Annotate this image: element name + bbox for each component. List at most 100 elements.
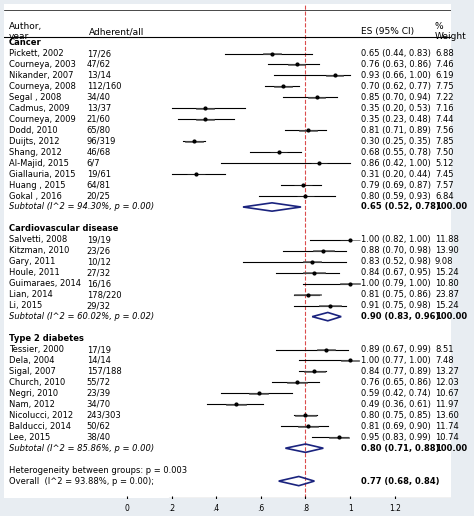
Text: 7.46: 7.46 [435, 60, 454, 69]
Text: Courneya, 2008: Courneya, 2008 [9, 82, 75, 91]
Text: 0.77 (0.68, 0.84): 0.77 (0.68, 0.84) [361, 477, 440, 486]
Text: Dodd, 2010: Dodd, 2010 [9, 126, 57, 135]
Text: 0.80 (0.71, 0.88): 0.80 (0.71, 0.88) [361, 444, 440, 453]
Text: 0.90 (0.83, 0.96): 0.90 (0.83, 0.96) [361, 312, 440, 321]
Text: 0.86 (0.42, 1.00): 0.86 (0.42, 1.00) [361, 158, 431, 168]
FancyBboxPatch shape [317, 349, 335, 350]
Text: Tessier, 2000: Tessier, 2000 [9, 345, 64, 354]
Text: 19/19: 19/19 [87, 235, 110, 245]
FancyBboxPatch shape [311, 163, 327, 164]
Text: 19/61: 19/61 [87, 170, 111, 179]
Text: 17/19: 17/19 [87, 345, 111, 354]
Text: Cadmus, 2009: Cadmus, 2009 [9, 104, 69, 113]
Text: Gary, 2011: Gary, 2011 [9, 257, 55, 266]
Text: 8.51: 8.51 [435, 345, 454, 354]
Text: 0.59 (0.42, 0.74): 0.59 (0.42, 0.74) [361, 389, 431, 398]
FancyBboxPatch shape [308, 97, 325, 98]
Text: 7.75: 7.75 [435, 82, 454, 91]
Text: Courneya, 2009: Courneya, 2009 [9, 115, 75, 124]
Text: Cancer: Cancer [9, 38, 41, 47]
Text: 7.50: 7.50 [435, 148, 454, 157]
Text: Segal , 2008: Segal , 2008 [9, 93, 61, 102]
Text: 0: 0 [125, 504, 129, 513]
Text: .8: .8 [302, 504, 309, 513]
Text: 13/37: 13/37 [87, 104, 111, 113]
Text: 12.03: 12.03 [435, 378, 459, 387]
Text: 6.84: 6.84 [435, 191, 454, 201]
Text: 46/68: 46/68 [87, 148, 111, 157]
Text: 243/303: 243/303 [87, 411, 121, 420]
Text: Courneya, 2003: Courneya, 2003 [9, 60, 75, 69]
Text: 1.00 (0.77, 1.00): 1.00 (0.77, 1.00) [361, 356, 431, 365]
Text: 23/39: 23/39 [87, 389, 111, 398]
Text: .: . [435, 477, 438, 486]
Text: 7.48: 7.48 [435, 356, 454, 365]
Text: 0.76 (0.65, 0.86): 0.76 (0.65, 0.86) [361, 378, 431, 387]
Text: Subtotal (I^2 = 60.02%, p = 0.02): Subtotal (I^2 = 60.02%, p = 0.02) [9, 312, 154, 321]
Text: Author,
year: Author, year [9, 22, 42, 41]
Text: 15.24: 15.24 [435, 301, 458, 310]
FancyBboxPatch shape [298, 426, 318, 427]
Text: 0.70 (0.62, 0.77): 0.70 (0.62, 0.77) [361, 82, 431, 91]
Text: Kitzman, 2010: Kitzman, 2010 [9, 246, 69, 255]
FancyBboxPatch shape [340, 283, 360, 284]
FancyBboxPatch shape [304, 371, 325, 372]
Text: 178/220: 178/220 [87, 290, 121, 299]
Text: 16/16: 16/16 [87, 279, 111, 288]
Text: 0.81 (0.71, 0.89): 0.81 (0.71, 0.89) [361, 126, 431, 135]
Text: 0.79 (0.69, 0.87): 0.79 (0.69, 0.87) [361, 181, 431, 189]
Text: 15.24: 15.24 [435, 268, 458, 277]
Text: 14/14: 14/14 [87, 356, 110, 365]
Text: 5.12: 5.12 [435, 158, 453, 168]
FancyBboxPatch shape [286, 382, 307, 383]
Text: 34/40: 34/40 [87, 93, 111, 102]
FancyBboxPatch shape [299, 130, 317, 131]
Text: 11.97: 11.97 [435, 400, 459, 409]
Text: 9.08: 9.08 [435, 257, 454, 266]
Text: 7.56: 7.56 [435, 126, 454, 135]
Text: 0.88 (0.70, 0.98): 0.88 (0.70, 0.98) [361, 246, 431, 255]
Text: 0.65 (0.52, 0.78): 0.65 (0.52, 0.78) [361, 202, 440, 212]
Text: 64/81: 64/81 [87, 181, 111, 189]
Text: 10.67: 10.67 [435, 389, 459, 398]
Text: .4: .4 [212, 504, 220, 513]
Text: 17/26: 17/26 [87, 49, 111, 58]
Text: 100.00: 100.00 [435, 202, 467, 212]
Text: Al-Majid, 2015: Al-Majid, 2015 [9, 158, 69, 168]
Text: 0.89 (0.67, 0.99): 0.89 (0.67, 0.99) [361, 345, 431, 354]
Text: 0.30 (0.25, 0.35): 0.30 (0.25, 0.35) [361, 137, 431, 146]
Text: 0.84 (0.77, 0.89): 0.84 (0.77, 0.89) [361, 367, 431, 376]
Text: 0.35 (0.23, 0.48): 0.35 (0.23, 0.48) [361, 115, 431, 124]
Text: 0.68 (0.55, 0.78): 0.68 (0.55, 0.78) [361, 148, 431, 157]
Text: Houle, 2011: Houle, 2011 [9, 268, 59, 277]
Text: 0.84 (0.67, 0.95): 0.84 (0.67, 0.95) [361, 268, 431, 277]
Text: 10/12: 10/12 [87, 257, 110, 266]
Text: 11.88: 11.88 [435, 235, 459, 245]
Text: 0.49 (0.36, 0.61): 0.49 (0.36, 0.61) [361, 400, 431, 409]
Text: %
Weight: % Weight [435, 22, 467, 41]
Text: 0.85 (0.70, 0.94): 0.85 (0.70, 0.94) [361, 93, 431, 102]
Text: ES (95% CI): ES (95% CI) [361, 27, 414, 36]
Text: Heterogeneity between groups: p = 0.003: Heterogeneity between groups: p = 0.003 [9, 465, 187, 475]
Text: 0.31 (0.20, 0.44): 0.31 (0.20, 0.44) [361, 170, 431, 179]
Text: 0.35 (0.20, 0.53): 0.35 (0.20, 0.53) [361, 104, 431, 113]
FancyBboxPatch shape [313, 250, 334, 251]
Text: Nikander, 2007: Nikander, 2007 [9, 71, 73, 80]
Text: 55/72: 55/72 [87, 378, 111, 387]
FancyBboxPatch shape [295, 415, 316, 416]
Text: Cardiovascular disease: Cardiovascular disease [9, 224, 118, 233]
Text: 13.60: 13.60 [435, 411, 459, 420]
Text: 0.80 (0.59, 0.93): 0.80 (0.59, 0.93) [361, 191, 431, 201]
Text: 13.27: 13.27 [435, 367, 459, 376]
Text: 112/160: 112/160 [87, 82, 121, 91]
Text: 96/319: 96/319 [87, 137, 116, 146]
Text: 7.22: 7.22 [435, 93, 454, 102]
Text: Subtotal (I^2 = 85.86%, p = 0.00): Subtotal (I^2 = 85.86%, p = 0.00) [9, 444, 154, 453]
Text: 100.00: 100.00 [435, 312, 467, 321]
Text: Huang , 2015: Huang , 2015 [9, 181, 65, 189]
Text: Gokal , 2016: Gokal , 2016 [9, 191, 62, 201]
FancyBboxPatch shape [264, 53, 281, 54]
Text: 0.93 (0.66, 1.00): 0.93 (0.66, 1.00) [361, 71, 431, 80]
Text: Lian, 2014: Lian, 2014 [9, 290, 53, 299]
Text: 7.44: 7.44 [435, 115, 454, 124]
